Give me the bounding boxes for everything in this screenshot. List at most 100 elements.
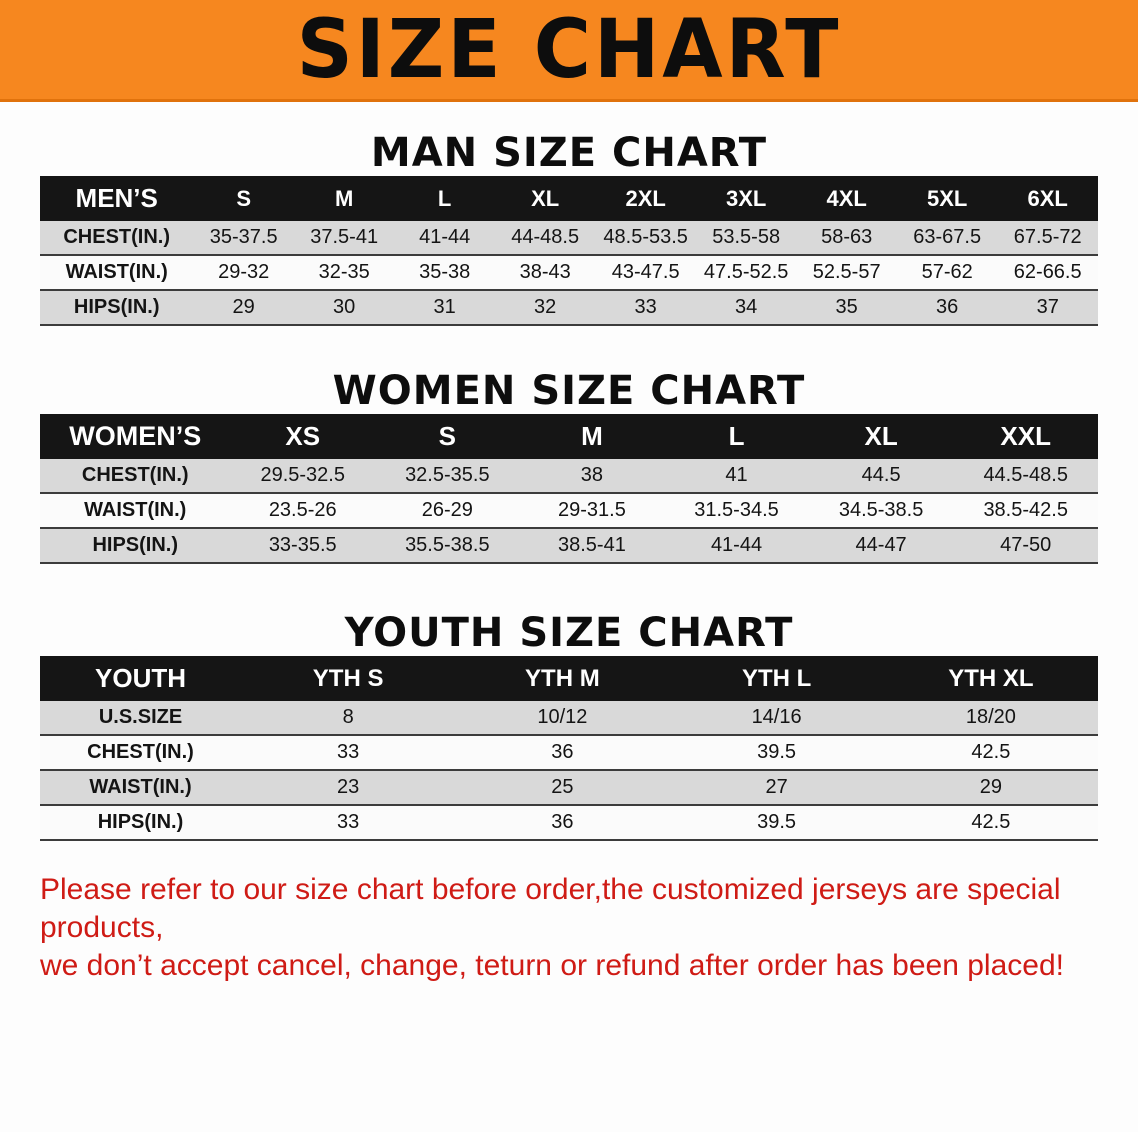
column-header: XL <box>808 414 954 459</box>
size-cell: 44-47 <box>855 534 907 556</box>
size-cell: 48.5-53.5 <box>603 226 688 248</box>
size-cell: 35.5-38.5 <box>405 534 490 556</box>
table-row: HIPS(IN.) 33 36 39.5 42.5 <box>40 805 1098 840</box>
women-chart-title: WOMEN SIZE CHART <box>332 368 806 414</box>
size-cell: 36 <box>936 296 959 318</box>
size-cell: 23 <box>337 776 360 798</box>
size-cell: 41 <box>725 464 748 486</box>
size-cell: 42.5 <box>971 741 1011 763</box>
size-cell: 18/20 <box>965 706 1016 728</box>
column-header: 3XL <box>695 176 797 221</box>
column-header: XXL <box>953 414 1098 459</box>
women-size-table: WOMEN’S XS S M L XL XXL CHEST(IN.) 29.5-… <box>40 414 1098 564</box>
size-cell: 33 <box>337 811 360 833</box>
size-cell: 31.5-34.5 <box>694 499 779 521</box>
size-cell: 35 <box>835 296 858 318</box>
size-cell: 44-48.5 <box>511 226 580 248</box>
size-cell: 32-35 <box>318 261 370 283</box>
size-cell: 29 <box>232 296 255 318</box>
size-cell: 38.5-41 <box>558 534 626 556</box>
page-title: SIZE CHART <box>296 2 842 97</box>
size-cell: 53.5-58 <box>712 226 781 248</box>
size-cell: 41-44 <box>710 534 763 556</box>
size-cell: 35-37.5 <box>209 226 278 248</box>
column-header: MEN’S <box>40 176 194 221</box>
size-cell: 67.5-72 <box>1013 226 1082 248</box>
men-header-row: MEN’S S M L XL 2XL 3XL 4XL 5XL 6XL <box>40 176 1098 221</box>
order-policy-note: Please refer to our size chart before or… <box>40 871 1118 985</box>
size-cell: 39.5 <box>757 741 797 763</box>
order-policy-line-2: we don’t accept cancel, change, teturn o… <box>40 949 1064 982</box>
size-cell: 32 <box>534 296 557 318</box>
size-cell: 52.5-57 <box>812 261 881 283</box>
size-cell: 41-44 <box>419 226 471 248</box>
column-header: 6XL <box>997 176 1098 221</box>
table-row: CHEST(IN.) 35-37.5 37.5-41 41-44 44-48.5… <box>40 221 1098 255</box>
size-cell: 29 <box>979 776 1002 798</box>
size-cell: 47-50 <box>1000 534 1052 556</box>
row-label: HIPS(IN.) <box>92 534 178 556</box>
size-cell: 30 <box>333 296 356 318</box>
column-header: 5XL <box>896 176 998 221</box>
size-cell: 34.5-38.5 <box>838 499 924 521</box>
table-row: WAIST(IN.) 23.5-26 26-29 29-31.5 31.5-34… <box>40 493 1098 528</box>
size-cell: 39.5 <box>757 811 797 833</box>
youth-header-row: YOUTH YTH S YTH M YTH L YTH XL <box>40 656 1098 701</box>
size-cell: 25 <box>551 776 574 798</box>
size-cell: 37.5-41 <box>310 226 379 248</box>
size-cell: 36 <box>551 811 574 833</box>
size-cell: 38-43 <box>519 261 571 283</box>
size-cell: 29-32 <box>218 261 270 283</box>
size-cell: 26-29 <box>421 499 473 521</box>
table-row: U.S.SIZE 8 10/12 14/16 18/20 <box>40 701 1098 735</box>
table-row: WAIST(IN.) 23 25 27 29 <box>40 770 1098 805</box>
row-label: WAIST(IN.) <box>65 261 168 283</box>
size-chart-banner: SIZE CHART <box>0 0 1138 102</box>
size-cell: 47.5-52.5 <box>703 261 789 283</box>
table-row: HIPS(IN.) 29 30 31 32 33 34 35 36 37 <box>40 290 1098 325</box>
row-label: HIPS(IN.) <box>97 811 184 833</box>
youth-size-table: YOUTH YTH S YTH M YTH L YTH XL U.S.SIZE … <box>40 656 1098 841</box>
size-cell: 62-66.5 <box>1013 261 1082 283</box>
men-chart-title: MAN SIZE CHART <box>370 130 768 176</box>
column-header: XS <box>230 414 376 459</box>
column-header: M <box>519 414 665 459</box>
size-cell: 33-35.5 <box>268 534 337 556</box>
column-header: M <box>293 176 395 221</box>
column-header: YOUTH <box>40 656 242 701</box>
row-label: CHEST(IN.) <box>87 741 194 763</box>
column-header: YTH L <box>669 656 884 701</box>
size-cell: 31 <box>433 296 456 318</box>
column-header: L <box>394 176 495 221</box>
size-cell: 36 <box>551 741 574 763</box>
column-header: XL <box>494 176 596 221</box>
row-label: WAIST(IN.) <box>89 776 192 798</box>
table-row: CHEST(IN.) 33 36 39.5 42.5 <box>40 735 1098 770</box>
row-label: U.S.SIZE <box>98 706 183 728</box>
column-header: S <box>375 414 520 459</box>
size-cell: 44.5-48.5 <box>983 464 1068 486</box>
size-cell: 10/12 <box>537 706 588 728</box>
row-label: CHEST(IN.) <box>63 226 171 248</box>
size-cell: 58-63 <box>821 226 873 248</box>
size-cell: 14/16 <box>751 706 802 728</box>
size-cell: 34 <box>735 296 758 318</box>
size-cell: 32.5-35.5 <box>405 464 490 486</box>
size-cell: 33 <box>337 741 360 763</box>
size-cell: 23.5-26 <box>268 499 337 521</box>
table-row: HIPS(IN.) 33-35.5 35.5-38.5 38.5-41 41-4… <box>40 528 1098 563</box>
column-header: L <box>664 414 809 459</box>
men-size-table: MEN’S S M L XL 2XL 3XL 4XL 5XL 6XL CHEST… <box>40 176 1098 326</box>
column-header: 4XL <box>796 176 897 221</box>
column-header: WOMEN’S <box>40 414 231 459</box>
size-cell: 29.5-32.5 <box>260 464 345 486</box>
size-cell: 42.5 <box>971 811 1011 833</box>
size-cell: 44.5 <box>861 464 901 486</box>
table-row: WAIST(IN.) 29-32 32-35 35-38 38-43 43-47… <box>40 255 1098 290</box>
column-header: YTH S <box>241 656 456 701</box>
column-header: YTH XL <box>883 656 1098 701</box>
column-header: YTH M <box>455 656 670 701</box>
size-cell: 35-38 <box>419 261 471 283</box>
order-policy-line-1: Please refer to our size chart before or… <box>40 873 1061 944</box>
row-label: WAIST(IN.) <box>84 499 187 521</box>
